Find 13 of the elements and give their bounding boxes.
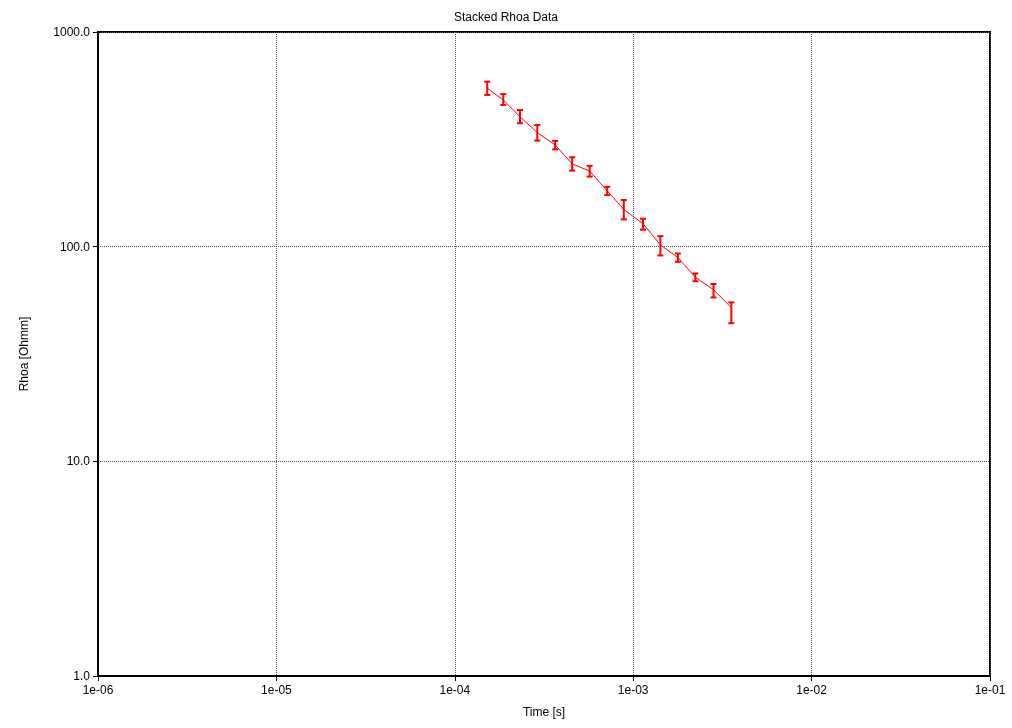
y-tick-label: 1000.0 (53, 25, 91, 39)
x-tick-label: 1e-02 (796, 683, 828, 697)
chart-title: Stacked Rhoa Data (453, 10, 559, 24)
y-tick-label: 100.0 (59, 239, 91, 254)
x-tick-label: 1e-03 (617, 683, 649, 697)
x-axis-title: Time [s] (522, 705, 566, 719)
x-tick-label: 1e-04 (439, 683, 471, 697)
x-tick-label: 1e-01 (974, 683, 1006, 697)
y-axis-title: Rhoa [Ohmm] (17, 316, 31, 392)
x-tick-label: 1e-06 (82, 683, 114, 697)
y-tick-label: 1.0 (73, 669, 91, 683)
x-tick-label: 1e-05 (261, 683, 293, 697)
y-tick-label: 10.0 (66, 454, 91, 469)
